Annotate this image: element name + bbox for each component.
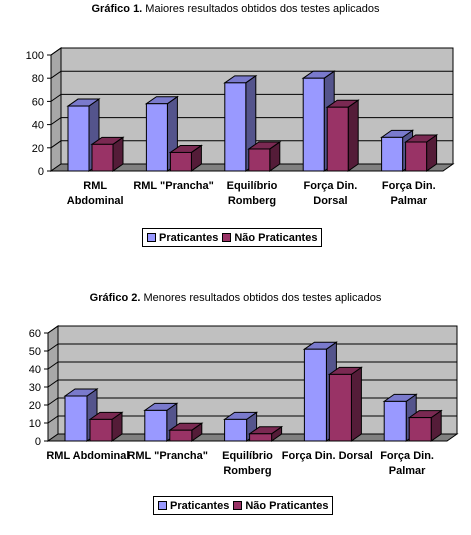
x-tick-label: Equilíbrio: [222, 450, 273, 462]
bar: [326, 106, 349, 172]
chart-1-title: Gráfico 1. Maiores resultados obtidos do…: [91, 3, 380, 15]
chart-2-title: Gráfico 2. Menores resultados obtidos do…: [89, 292, 382, 304]
bar-side: [350, 366, 362, 442]
legend-swatch-praticantes: [147, 233, 156, 242]
bar: [408, 417, 432, 442]
bar: [224, 82, 247, 172]
bar: [302, 77, 325, 172]
y-tick-label: 80: [32, 73, 44, 85]
legend-item-nao-praticantes: Não Praticantes: [233, 500, 328, 512]
bar: [328, 373, 352, 442]
bar: [224, 418, 248, 442]
y-tick-label: 50: [29, 346, 41, 358]
bar: [248, 148, 271, 172]
bar: [144, 409, 168, 442]
y-tick-label: 20: [29, 400, 41, 412]
gridline: [50, 47, 453, 56]
chart-1-legend: Praticantes Não Praticantes: [142, 228, 323, 247]
x-tick-label: Palmar: [390, 195, 427, 207]
chart-1-plot: 0 20 40 60 80 100 RML Abdominal RML "Prancha" Equ…: [26, 47, 455, 207]
legend-item-praticantes: Praticantes: [158, 500, 229, 512]
x-tick-label: Força Din.: [382, 180, 436, 192]
legend-swatch-nao-praticantes: [233, 501, 243, 510]
bar: [383, 400, 407, 442]
bar: [303, 348, 327, 442]
y-tick-label: 60: [32, 96, 44, 108]
bar: [67, 105, 90, 172]
x-tick-label: Equilíbrio: [227, 180, 278, 192]
x-tick-label: RML: [83, 180, 107, 192]
x-tick-label: RML "Prancha": [133, 180, 214, 192]
x-tick-label: Romberg: [223, 465, 271, 477]
x-tick-label: Força Din.: [304, 180, 358, 192]
y-tick-label: 10: [29, 418, 41, 430]
legend-swatch-praticantes: [158, 501, 167, 510]
bar: [249, 433, 273, 442]
y-tick-label: 100: [26, 50, 44, 62]
x-tick-label: Dorsal: [313, 195, 347, 207]
x-tick-label: Força Din. Dorsal: [282, 450, 373, 462]
y-tick-label: 30: [29, 382, 41, 394]
bar: [381, 136, 404, 172]
bar: [405, 141, 428, 172]
legend-item-nao-praticantes: Não Praticantes: [222, 232, 317, 244]
x-tick-label: Abdominal: [67, 195, 124, 207]
y-tick-label: 40: [29, 364, 41, 376]
y-tick-label: 20: [32, 143, 44, 155]
bar: [64, 395, 88, 442]
y-tick-label: 40: [32, 120, 44, 132]
x-tick-label: RML "Prancha": [127, 450, 208, 462]
y-tick-label: 0: [35, 436, 41, 448]
chart-2-legend: Praticantes Não Praticantes: [153, 496, 334, 515]
x-tick-label: Romberg: [228, 195, 276, 207]
x-tick-label: RML Abdominal: [46, 450, 129, 462]
legend-swatch-nao-praticantes: [222, 233, 232, 242]
bar: [145, 103, 168, 172]
bar: [91, 143, 114, 172]
gridline: [47, 325, 457, 334]
bar: [89, 418, 113, 442]
x-tick-label: Palmar: [389, 465, 426, 477]
bar: [169, 151, 192, 172]
bar: [169, 429, 193, 442]
y-tick-label: 0: [38, 166, 44, 178]
x-tick-label: Força Din.: [380, 450, 434, 462]
legend-item-praticantes: Praticantes: [147, 232, 218, 244]
y-tick-label: 60: [29, 328, 41, 340]
